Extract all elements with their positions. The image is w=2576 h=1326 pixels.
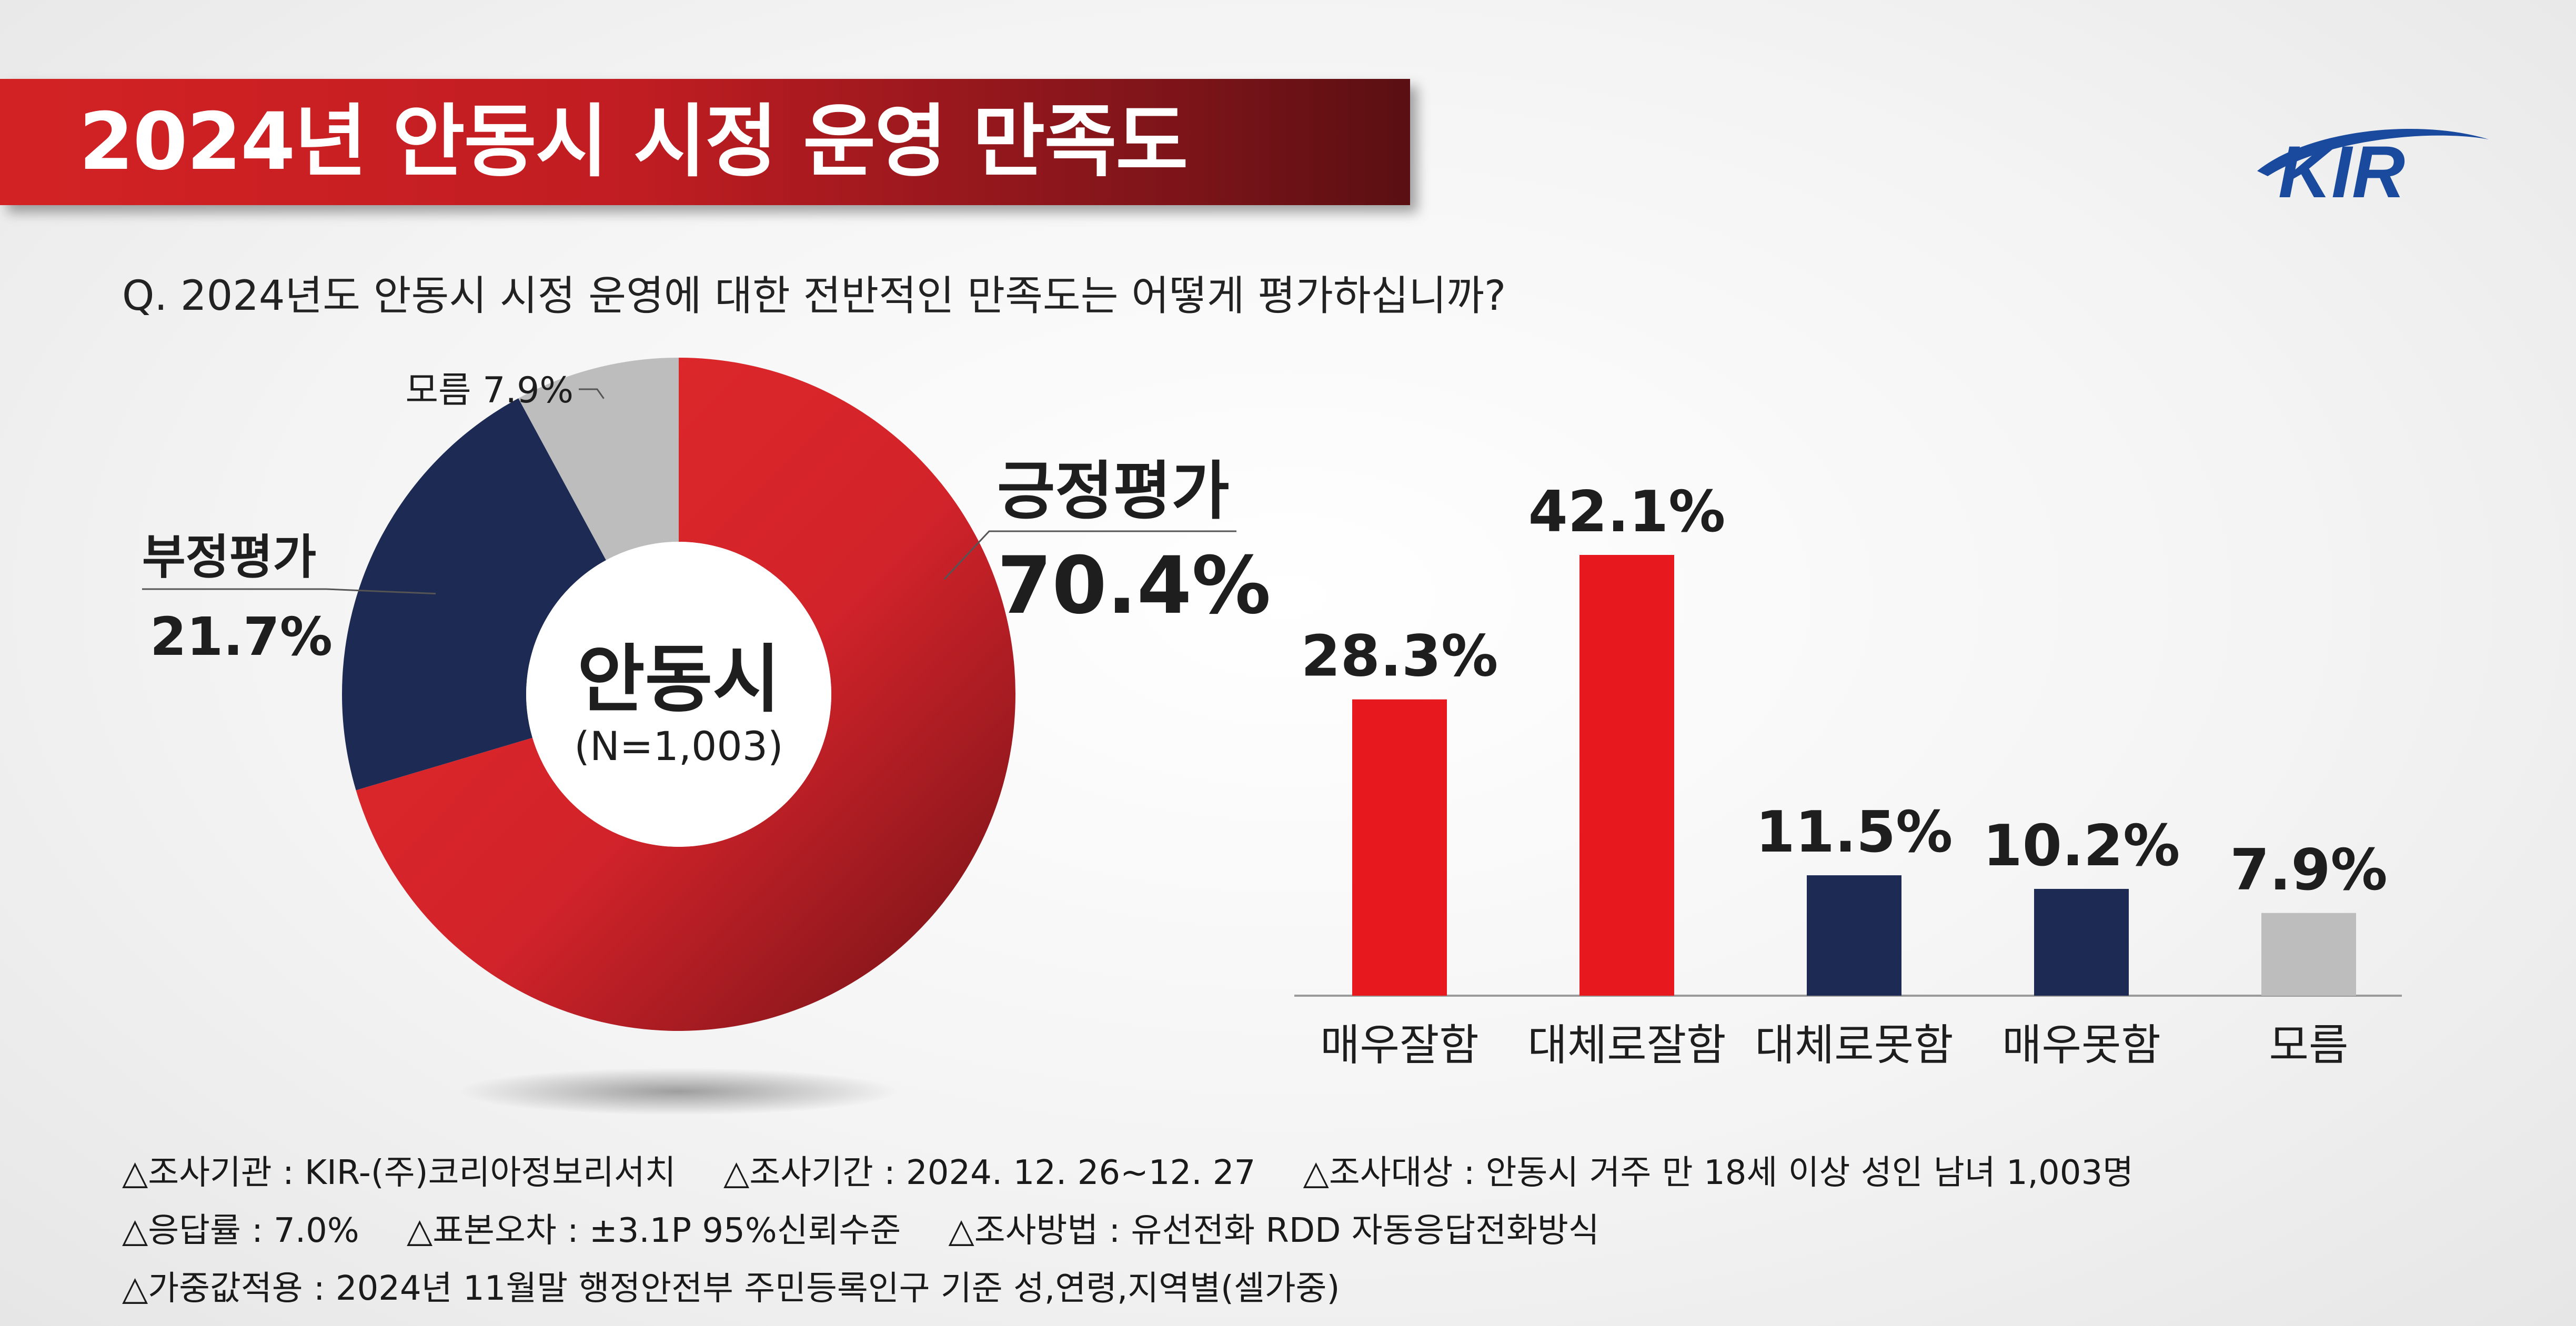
footer-target: △조사대상 : 안동시 거주 만 18세 이상 성인 남녀 1,003명 <box>1303 1153 2134 1192</box>
footer-row-3: △가중값적용 : 2024년 11월말 행정안전부 주민등록인구 기준 성,연령… <box>122 1260 2170 1318</box>
footer-weighting: △가중값적용 : 2024년 11월말 행정안전부 주민등록인구 기준 성,연령… <box>122 1269 1340 1308</box>
slice-label-positive: 긍정평가 <box>997 455 1230 528</box>
donut-shadow <box>458 1068 900 1115</box>
bar-value-label-5: 7.9% <box>2230 837 2388 903</box>
leader-negative <box>142 588 436 595</box>
donut-center-label: 안동시 <box>577 637 780 723</box>
bar-category-label-3: 대체로못함 <box>1755 1020 1953 1070</box>
bar-category-label-5: 모름 <box>2269 1020 2349 1070</box>
bar-value-label-2: 42.1% <box>1528 479 1726 545</box>
leader-positive <box>943 530 1236 580</box>
slice-value-negative: 21.7% <box>150 606 333 667</box>
page-title: 2024년 안동시 시정 운영 만족도 <box>79 96 1188 188</box>
bar-category-label-4: 매우못함 <box>2002 1020 2161 1070</box>
donut-slice-negative <box>342 398 606 791</box>
footer-row-2: △응답률 : 7.0% △표본오차 : ±3.1P 95%신뢰수준 △조사방법 … <box>122 1202 2170 1260</box>
kir-logo: KIR <box>2257 129 2489 213</box>
footer-method: △조사방법 : 유선전화 RDD 자동응답전화방식 <box>948 1211 1599 1250</box>
bar-category-label-1: 매우잘함 <box>1320 1020 1479 1070</box>
logo-text: KIR <box>2278 130 2405 213</box>
survey-footer: △조사기관 : KIR-(주)코리아정보리서치 △조사기간 : 2024. 12… <box>122 1144 2170 1318</box>
title-banner: 2024년 안동시 시정 운영 만족도 <box>0 79 1410 205</box>
bar-3 <box>1807 875 1901 996</box>
bar-2 <box>1579 555 1674 996</box>
bar-1 <box>1352 699 1447 996</box>
leader-unknown <box>579 388 605 399</box>
footer-period: △조사기간 : 2024. 12. 26~12. 27 <box>723 1153 1256 1192</box>
donut-center-sublabel: (N=1,003) <box>574 723 783 770</box>
donut-slice-positive <box>356 358 1016 1031</box>
footer-error: △표본오차 : ±3.1P 95%신뢰수준 <box>407 1211 901 1250</box>
bar-category-label-2: 대체로잘함 <box>1527 1020 1726 1070</box>
bar-value-label-3: 11.5% <box>1756 799 1953 865</box>
bar-chart: 28.3% 매우잘함 42.1% 대체로잘함 11.5% 대체로못함 10.2% 매우못함 7.… <box>1294 479 2402 1070</box>
bar-4 <box>2034 888 2129 996</box>
donut-chart: 안동시(N=1,003) 긍정평가 70.4% 부정평가 21.7% 모름 7.9% <box>142 358 1271 1031</box>
bar-value-label-1: 28.3% <box>1301 624 1498 690</box>
footer-row-1: △조사기관 : KIR-(주)코리아정보리서치 △조사기간 : 2024. 12… <box>122 1144 2170 1202</box>
survey-question: Q. 2024년도 안동시 시정 운영에 대한 전반적인 만족도는 어떻게 평가… <box>122 272 1506 320</box>
footer-response-rate: △응답률 : 7.0% <box>122 1211 359 1250</box>
slice-value-positive: 70.4% <box>997 540 1271 632</box>
donut-slice-unknown <box>518 358 679 560</box>
bar-value-label-4: 10.2% <box>1983 813 2180 879</box>
slice-label-unknown: 모름 7.9% <box>406 370 574 411</box>
bar-5 <box>2261 913 2356 996</box>
footer-agency: △조사기관 : KIR-(주)코리아정보리서치 <box>122 1153 676 1192</box>
donut-hole <box>526 542 831 847</box>
slice-label-negative: 부정평가 <box>142 530 316 585</box>
